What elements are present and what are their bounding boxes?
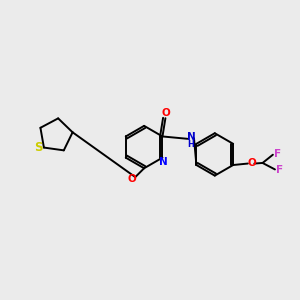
Text: O: O bbox=[247, 158, 256, 168]
Text: O: O bbox=[161, 109, 170, 118]
Text: F: F bbox=[274, 148, 281, 158]
Text: H: H bbox=[188, 140, 194, 148]
Text: N: N bbox=[187, 132, 195, 142]
Text: S: S bbox=[34, 141, 42, 154]
Text: O: O bbox=[128, 174, 136, 184]
Text: F: F bbox=[276, 165, 283, 175]
Text: N: N bbox=[159, 157, 167, 167]
